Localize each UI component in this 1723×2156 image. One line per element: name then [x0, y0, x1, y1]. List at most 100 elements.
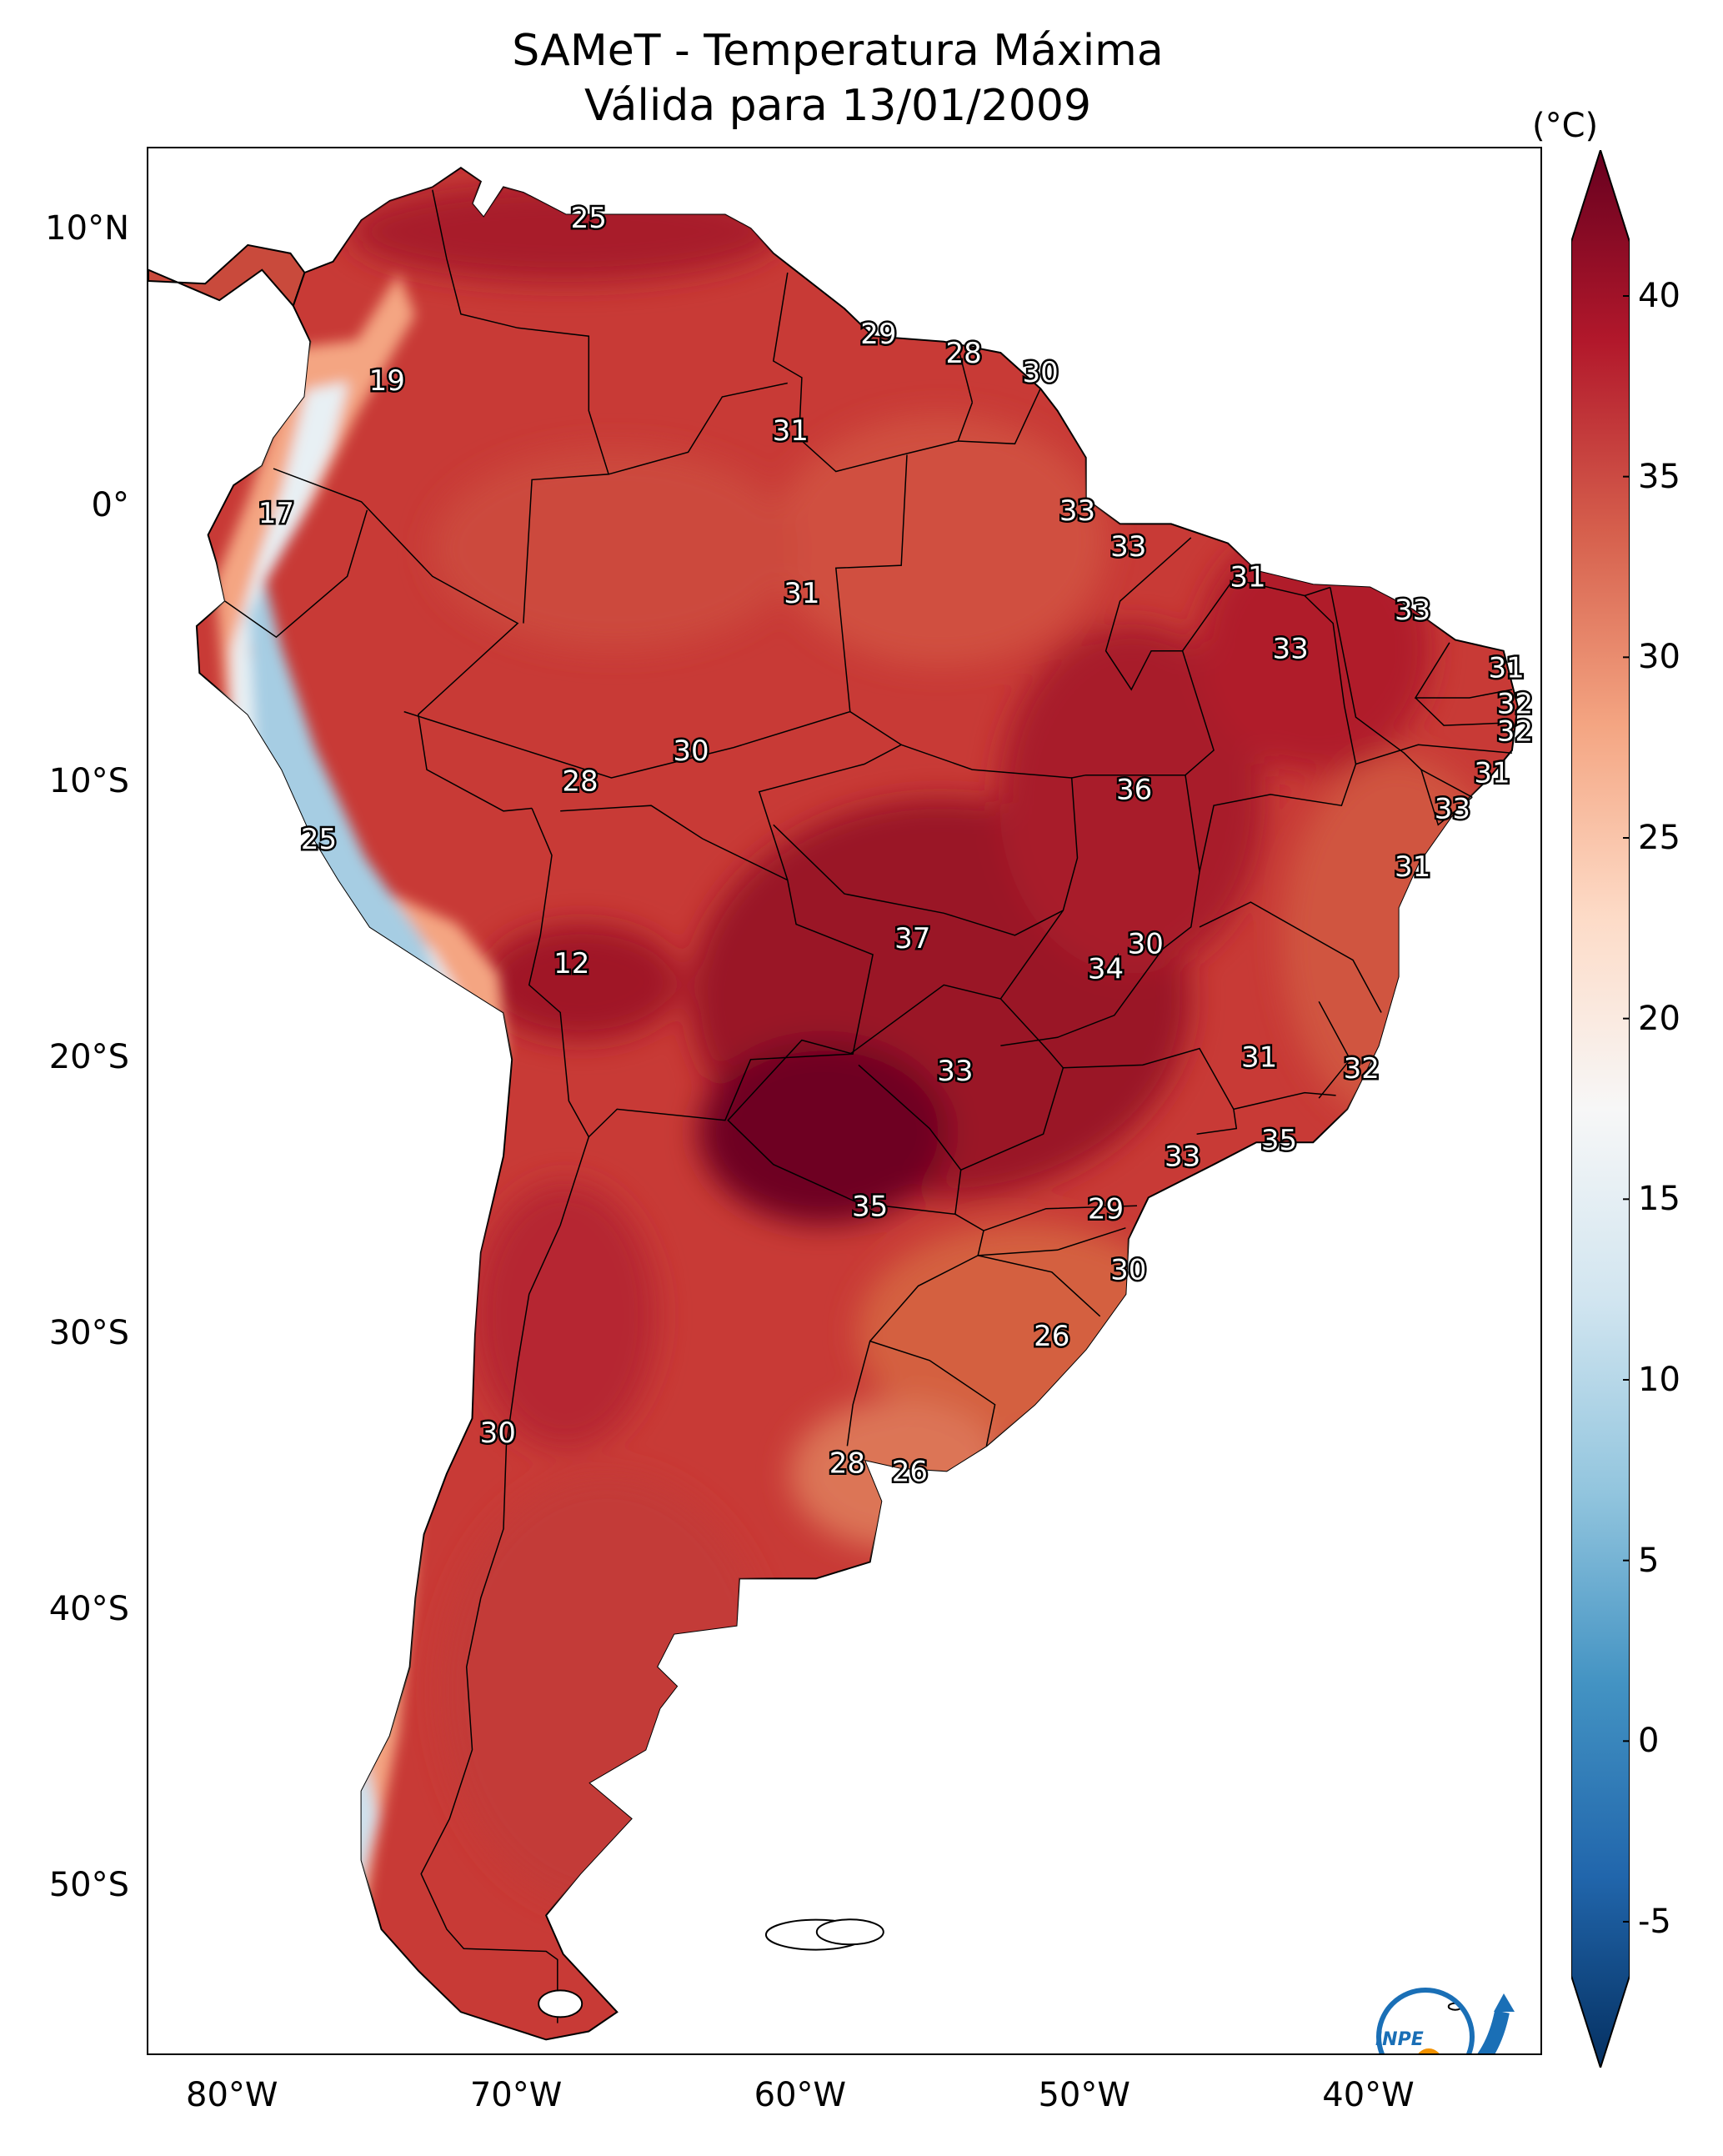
city-temperature-label: 29 — [860, 318, 896, 351]
city-temperature-label: 30 — [1023, 356, 1059, 389]
city-temperature-label: 32 — [1497, 688, 1533, 721]
city-temperature-label: 33 — [1110, 530, 1146, 564]
city-temperature-label: 36 — [1116, 773, 1152, 806]
border-line — [849, 984, 1064, 1171]
colorbar — [1571, 150, 1630, 2068]
city-temperature-label: 26 — [1034, 1320, 1069, 1353]
border-line — [1420, 769, 1473, 826]
city-temperature-label: 32 — [1497, 715, 1533, 749]
border-line — [273, 468, 533, 812]
latitude-tick-label: 50°S — [48, 1866, 129, 1905]
panama-isthmus — [148, 243, 306, 308]
colorbar-tick-label: 30 — [1638, 638, 1680, 677]
colorbar-ticks — [1623, 295, 1630, 1923]
border-line — [1181, 578, 1331, 652]
border-line — [900, 744, 1072, 779]
city-temperature-label: 30 — [1110, 1254, 1146, 1287]
city-temperature-label: 31 — [1241, 1041, 1277, 1075]
longitude-tick-label: 60°W — [754, 2076, 847, 2114]
city-temperature-label: 31 — [1230, 560, 1265, 594]
colorbar-tick-label: -5 — [1638, 1903, 1671, 1941]
city-temperature-label: 33 — [1272, 632, 1308, 665]
longitude-tick-label: 80°W — [186, 2076, 278, 2114]
longitude-tick-label: 70°W — [469, 2076, 563, 2114]
colorbar-tick-label: 5 — [1638, 1541, 1660, 1580]
city-temperature-label: 31 — [1474, 756, 1510, 790]
colorbar-unit: (°C) — [1532, 107, 1599, 145]
colorbar-tick-label: 10 — [1638, 1361, 1680, 1399]
map-title: SAMeT - Temperatura Máxima — [512, 26, 1164, 76]
latitude-tick-label: 10°S — [48, 761, 129, 800]
border-line — [772, 272, 974, 473]
city-temperature-label: 33 — [1059, 494, 1095, 528]
city-temperature-label: 31 — [773, 414, 809, 448]
border-line — [834, 454, 908, 712]
falkland-islands — [538, 1918, 1463, 2018]
colorbar-tick-label: 25 — [1638, 819, 1680, 857]
city-temperature-label: 33 — [937, 1055, 973, 1088]
colorbar-tick-label: 0 — [1638, 1722, 1660, 1761]
longitude-tick-label: 40°W — [1322, 2076, 1415, 2114]
border-line — [608, 382, 788, 475]
border-line — [432, 189, 610, 624]
city-temperature-label: 12 — [553, 947, 589, 980]
city-temperature-label: 19 — [369, 364, 405, 398]
inpe-logo-text: INPE — [1375, 2029, 1424, 2050]
map-frame: 25 29 28 30 19 31 17 33 33 31 31 33 33 31 32 32 30 31 28 36… — [147, 147, 1542, 2055]
city-temperature-label: 30 — [480, 1416, 516, 1450]
colorbar-tick-label: 15 — [1638, 1180, 1680, 1219]
city-temperature-label: 33 — [1165, 1141, 1200, 1174]
city-temperature-label: 25 — [301, 823, 337, 856]
city-temperature-label: 28 — [829, 1447, 865, 1480]
city-temperature-label: 31 — [1488, 652, 1524, 685]
city-temperature-label: 30 — [673, 735, 709, 768]
state-borders — [224, 189, 1513, 2023]
latitude-tick-label: 40°S — [48, 1590, 129, 1629]
border-line — [528, 805, 874, 1138]
island — [815, 1918, 884, 1946]
border-line — [727, 1039, 962, 1216]
latitude-tick-label: 10°N — [45, 209, 129, 248]
border-line — [1000, 537, 1215, 1047]
city-temperature-label: 33 — [1435, 792, 1470, 825]
border-line — [1318, 1000, 1351, 1099]
colorbar-tick-label: 35 — [1638, 457, 1680, 496]
colorbar-tick-label: 20 — [1638, 999, 1680, 1038]
city-temperature-label: 25 — [571, 202, 607, 235]
border-line — [420, 1136, 590, 2023]
border-line — [1414, 642, 1513, 699]
city-temperature-label: 28 — [562, 765, 598, 798]
city-temperature-label: 29 — [1088, 1193, 1124, 1226]
city-temperature-label: 35 — [1261, 1124, 1297, 1157]
colorbar-tick-label: 40 — [1638, 277, 1680, 315]
inpe-logo: INPE — [1375, 1988, 1515, 2053]
longitude-tick-label: 50°W — [1038, 2076, 1130, 2114]
border-line — [978, 1255, 1101, 1317]
border-line — [1415, 697, 1512, 726]
city-temperature-label: 31 — [784, 577, 819, 610]
border-line — [1233, 1091, 1336, 1111]
border-line — [1330, 587, 1473, 798]
border-line — [978, 1227, 1126, 1256]
city-temperature-label: 28 — [946, 337, 982, 370]
city-temperature-label: 30 — [1128, 928, 1164, 961]
city-temperature-label: 26 — [892, 1455, 928, 1488]
border-line — [1063, 1047, 1238, 1135]
city-temperature-label: 17 — [258, 497, 294, 530]
city-temperature-label: 35 — [852, 1190, 888, 1223]
latitude-tick-label: 20°S — [48, 1037, 129, 1076]
city-temperature-label: 31 — [1395, 850, 1430, 884]
city-temperature-label: 37 — [894, 922, 930, 955]
border-line — [958, 388, 1041, 445]
map-subtitle: Válida para 13/01/2009 — [584, 81, 1092, 131]
border-line — [403, 710, 903, 880]
city-temperature-label: 32 — [1344, 1052, 1380, 1086]
border-line — [869, 1213, 984, 1342]
latitude-tick-label: 0° — [91, 485, 129, 524]
border-line — [846, 1340, 996, 1447]
border-line — [224, 509, 368, 639]
city-temperature-label: 34 — [1088, 953, 1124, 986]
border-line — [1199, 901, 1382, 1013]
